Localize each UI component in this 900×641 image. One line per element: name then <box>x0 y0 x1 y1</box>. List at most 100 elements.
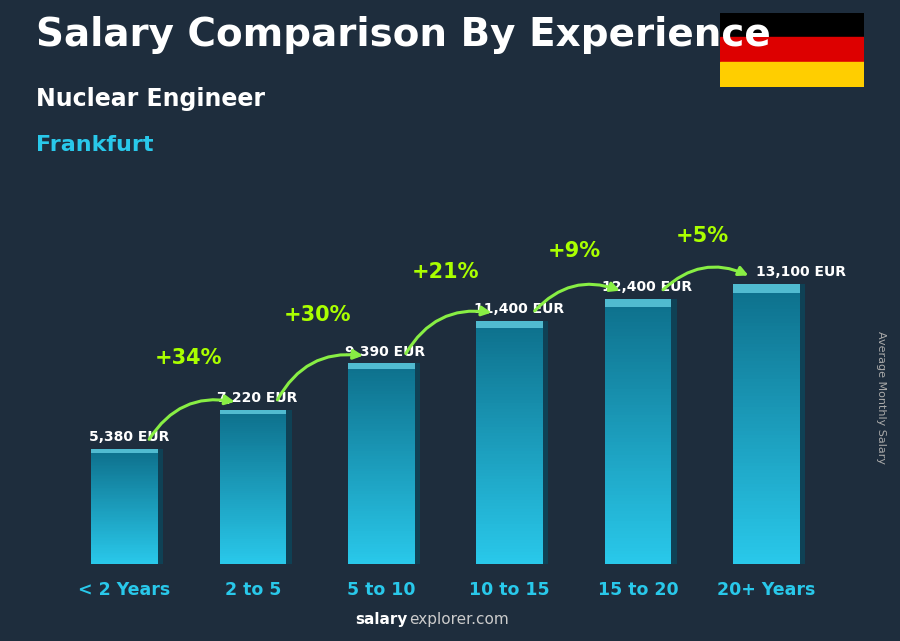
Bar <box>605 299 671 303</box>
Bar <box>605 309 671 312</box>
Bar <box>476 326 543 329</box>
Bar <box>476 494 543 497</box>
Bar <box>220 421 286 423</box>
Bar <box>91 458 158 459</box>
Text: 5,380 EUR: 5,380 EUR <box>89 430 169 444</box>
Bar <box>476 348 543 351</box>
Bar <box>220 449 286 451</box>
Bar <box>605 435 671 438</box>
Bar <box>733 329 800 333</box>
Bar <box>605 551 671 554</box>
Bar <box>605 508 671 511</box>
Bar <box>605 442 671 445</box>
Bar <box>91 481 158 482</box>
Bar <box>605 405 671 408</box>
Bar <box>605 399 671 402</box>
Bar <box>91 505 158 506</box>
Bar <box>733 501 800 504</box>
Bar <box>220 458 286 460</box>
Bar <box>91 517 158 518</box>
Bar <box>476 433 543 436</box>
Bar <box>605 336 671 339</box>
Bar <box>733 445 800 449</box>
Bar <box>220 487 286 489</box>
Bar <box>733 490 800 494</box>
Bar <box>348 471 415 474</box>
Bar <box>91 557 158 558</box>
Bar <box>91 461 158 462</box>
Bar <box>91 512 158 514</box>
Bar <box>348 431 415 434</box>
Bar <box>733 515 800 519</box>
Bar <box>220 512 286 514</box>
Bar <box>476 497 543 500</box>
Bar <box>91 470 158 472</box>
Bar <box>800 284 806 564</box>
Bar <box>605 369 671 372</box>
Bar <box>91 548 158 550</box>
Bar <box>220 537 286 539</box>
Bar <box>348 531 415 534</box>
Bar <box>91 531 158 533</box>
Bar <box>733 526 800 529</box>
Bar <box>348 434 415 436</box>
Bar <box>733 295 800 298</box>
Text: +34%: +34% <box>155 347 222 367</box>
Text: Frankfurt: Frankfurt <box>36 135 154 154</box>
Bar <box>476 338 543 342</box>
Bar <box>91 479 158 481</box>
Bar <box>733 403 800 406</box>
Bar <box>476 387 543 390</box>
Bar <box>91 501 158 503</box>
Bar <box>733 309 800 312</box>
Bar <box>476 458 543 460</box>
Bar <box>220 495 286 497</box>
Bar <box>91 467 158 468</box>
Bar <box>220 429 286 431</box>
Bar <box>91 476 158 478</box>
Bar <box>733 389 800 393</box>
Bar <box>348 449 415 451</box>
Bar <box>220 508 286 510</box>
Bar <box>91 560 158 562</box>
Bar <box>220 412 286 413</box>
Bar <box>91 553 158 554</box>
Bar <box>476 537 543 540</box>
Bar <box>720 13 864 37</box>
Bar <box>733 442 800 445</box>
Bar <box>605 541 671 544</box>
Bar <box>91 497 158 498</box>
Bar <box>733 561 800 564</box>
Bar <box>220 520 286 522</box>
Bar <box>733 354 800 358</box>
Bar <box>605 448 671 451</box>
Bar <box>476 470 543 473</box>
Text: explorer.com: explorer.com <box>410 612 509 627</box>
Bar <box>348 446 415 449</box>
Bar <box>220 444 286 446</box>
Bar <box>605 332 671 336</box>
Bar <box>605 319 671 322</box>
Bar <box>605 306 671 309</box>
Bar <box>733 347 800 351</box>
Bar <box>733 393 800 396</box>
Bar <box>733 284 800 292</box>
Bar <box>733 494 800 497</box>
Bar <box>220 454 286 456</box>
Bar <box>733 333 800 337</box>
Bar <box>220 472 286 474</box>
Bar <box>476 345 543 348</box>
Bar <box>348 401 415 404</box>
Bar <box>220 489 286 491</box>
Bar <box>733 326 800 329</box>
Bar <box>91 472 158 474</box>
Bar <box>605 455 671 458</box>
Bar <box>733 431 800 435</box>
Bar <box>605 491 671 495</box>
Bar <box>91 451 158 452</box>
Bar <box>605 365 671 369</box>
Bar <box>220 423 286 425</box>
Bar <box>476 509 543 512</box>
Bar <box>733 291 800 295</box>
Bar <box>733 547 800 550</box>
